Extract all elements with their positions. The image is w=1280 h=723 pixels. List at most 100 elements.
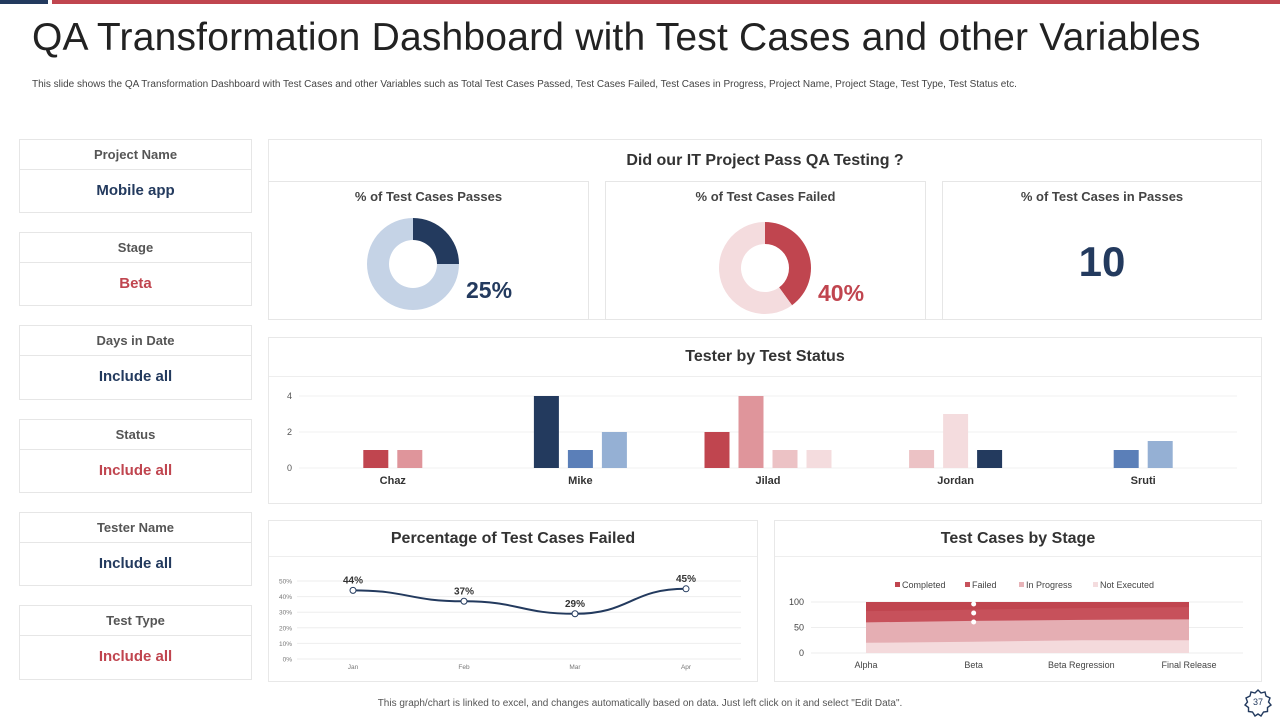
bar-jilad bbox=[772, 450, 798, 468]
donut-slice bbox=[765, 222, 811, 306]
bar-mike bbox=[601, 432, 627, 468]
y-tick-label: 20% bbox=[279, 625, 292, 632]
legend-label: In Progress bbox=[1026, 580, 1073, 590]
data-point bbox=[571, 610, 579, 618]
bar-chaz bbox=[363, 450, 389, 468]
x-tick-label: Jan bbox=[348, 664, 359, 671]
filter-status[interactable]: Status Include all bbox=[19, 419, 252, 493]
bar-sruti bbox=[1147, 441, 1173, 468]
legend-swatch bbox=[1019, 582, 1024, 587]
filter-days-in-date[interactable]: Days in Date Include all bbox=[19, 325, 252, 400]
data-label: 37% bbox=[454, 586, 474, 597]
data-label: 44% bbox=[343, 575, 363, 586]
filter-label: Status bbox=[20, 420, 251, 450]
page-subtitle: This slide shows the QA Transformation D… bbox=[32, 79, 1017, 90]
bar-jilad bbox=[738, 396, 764, 468]
failed-percentage-panel: Percentage of Test Cases Failed 0% 10% 20%… bbox=[268, 520, 758, 682]
legend-label: Not Executed bbox=[1100, 580, 1154, 590]
donut-slice bbox=[413, 218, 459, 264]
legend-label: Failed bbox=[972, 580, 997, 590]
in-progress-card-title: % of Test Cases in Passes bbox=[1020, 189, 1184, 204]
y-tick-label: 10% bbox=[279, 641, 292, 648]
bar-jordan bbox=[977, 450, 1003, 468]
passes-card: % of Test Cases Passes 25% bbox=[268, 181, 589, 320]
x-category-label: Sruti bbox=[1131, 475, 1156, 487]
x-category-label: Final Release bbox=[1161, 660, 1216, 670]
area-marker bbox=[971, 601, 977, 607]
y-tick-label: 30% bbox=[279, 610, 292, 617]
data-label: 29% bbox=[565, 599, 585, 610]
data-point bbox=[682, 585, 690, 593]
filter-value: Include all bbox=[98, 555, 173, 572]
filter-value: Include all bbox=[98, 462, 173, 479]
page-number: 37 bbox=[1252, 697, 1263, 707]
area-marker bbox=[971, 619, 977, 625]
gear-icon bbox=[1243, 689, 1273, 717]
y-tick-label: 4 bbox=[287, 391, 292, 401]
stage-area-chart: 0 50 100 Completed Failed In Progress Not Exec… bbox=[789, 580, 1243, 670]
x-category-label: Alpha bbox=[854, 660, 877, 670]
data-label: 45% bbox=[676, 574, 696, 585]
y-tick-label: 50% bbox=[279, 579, 292, 586]
qa-panel-title: Did our IT Project Pass QA Testing ? bbox=[626, 152, 904, 169]
bar-jordan bbox=[909, 450, 935, 468]
bar-mike bbox=[533, 396, 559, 468]
page-number-badge: 37 bbox=[1243, 688, 1273, 718]
filter-label: Tester Name bbox=[20, 513, 251, 543]
y-tick-label: 0 bbox=[287, 463, 292, 473]
legend-swatch bbox=[965, 582, 970, 587]
page-title: QA Transformation Dashboard with Test Ca… bbox=[32, 16, 1201, 59]
filter-value: Include all bbox=[98, 368, 173, 385]
x-tick-label: Feb bbox=[458, 664, 470, 671]
bar-jordan bbox=[943, 414, 969, 468]
failed-line-chart: 0% 10% 20% 30% 40% 50% 44% Jan 37% Feb 29% Mar 45% Ap… bbox=[279, 574, 741, 671]
bar-jilad bbox=[806, 450, 832, 468]
y-tick-label: 2 bbox=[287, 427, 292, 437]
tester-panel-title: Tester by Test Status bbox=[685, 348, 845, 365]
failed-percent: 40% bbox=[818, 280, 865, 306]
legend-label: Completed bbox=[902, 580, 946, 590]
filter-value: Include all bbox=[98, 648, 173, 665]
in-progress-value: 10 bbox=[1078, 238, 1126, 285]
passes-card-title: % of Test Cases Passes bbox=[354, 189, 503, 204]
filter-value: Beta bbox=[119, 275, 152, 292]
x-tick-label: Apr bbox=[681, 664, 692, 671]
data-point bbox=[349, 586, 357, 594]
passes-percent: 25% bbox=[466, 277, 513, 303]
filter-label: Test Type bbox=[20, 606, 251, 636]
footer-note: This graph/chart is linked to excel, and… bbox=[377, 698, 903, 709]
series-line bbox=[352, 587, 687, 615]
filter-stage[interactable]: Stage Beta bbox=[19, 232, 252, 306]
x-category-label: Chaz bbox=[380, 475, 407, 487]
stage-panel: Test Cases by Stage 0 50 100 Completed Faile… bbox=[774, 520, 1262, 682]
x-category-label: Mike bbox=[568, 475, 592, 487]
y-tick-label: 100 bbox=[789, 597, 804, 607]
top-accent-red bbox=[52, 0, 1280, 4]
legend-swatch bbox=[1093, 582, 1098, 587]
y-tick-label: 40% bbox=[279, 594, 292, 601]
x-category-label: Beta bbox=[964, 660, 983, 670]
bar-mike bbox=[567, 450, 593, 468]
x-category-label: Jordan bbox=[937, 475, 974, 487]
bar-sruti bbox=[1113, 450, 1139, 468]
donut-slice bbox=[719, 222, 793, 314]
filter-project-name[interactable]: Project Name Mobile app bbox=[19, 139, 252, 213]
failed-line-title: Percentage of Test Cases Failed bbox=[390, 530, 636, 547]
failed-card-title: % of Test Cases Failed bbox=[695, 189, 836, 204]
filter-test-type[interactable]: Test Type Include all bbox=[19, 605, 252, 680]
filter-tester-name[interactable]: Tester Name Include all bbox=[19, 512, 252, 586]
filter-label: Days in Date bbox=[20, 326, 251, 356]
bar-jilad bbox=[704, 432, 730, 468]
y-tick-label: 50 bbox=[794, 623, 804, 633]
bar-chaz bbox=[397, 450, 423, 468]
tester-status-panel: Tester by Test Status 0 2 4 Chaz Mike Jilad Jo… bbox=[268, 337, 1262, 504]
filter-label: Project Name bbox=[20, 140, 251, 170]
x-category-label: Beta Regression bbox=[1048, 660, 1115, 670]
x-tick-label: Mar bbox=[569, 664, 581, 671]
failed-card: % of Test Cases Failed 40% bbox=[605, 181, 926, 320]
area-marker bbox=[971, 610, 977, 616]
passes-donut-chart bbox=[367, 218, 459, 310]
failed-donut-chart bbox=[719, 222, 811, 314]
y-tick-label: 0 bbox=[799, 648, 804, 658]
filter-label: Stage bbox=[20, 233, 251, 263]
